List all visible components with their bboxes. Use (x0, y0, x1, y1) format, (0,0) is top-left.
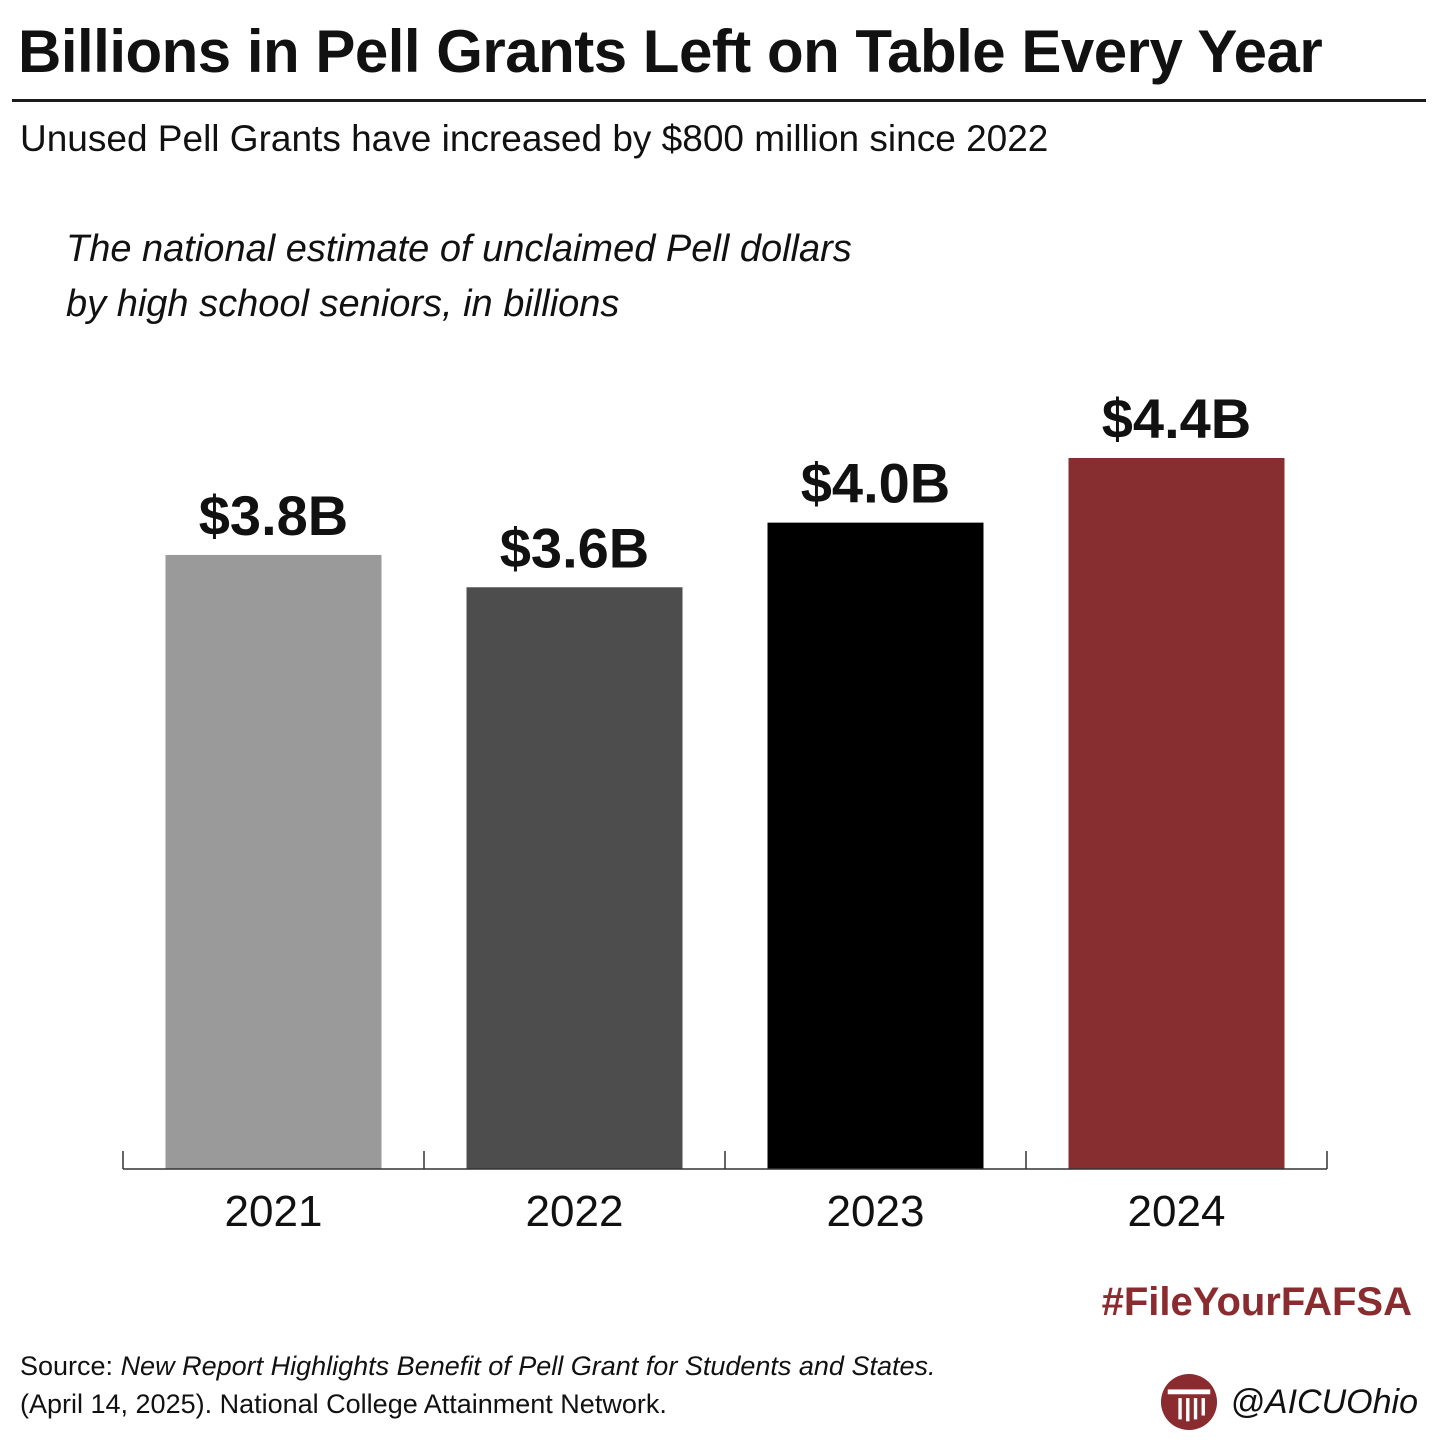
data-labels-group: $3.8B $3.6B $4.0B $4.4B (199, 387, 1251, 579)
bar-2024 (1068, 458, 1285, 1169)
bar-chart: $3.8B $3.6B $4.0B $4.4B 2021 2022 2023 2024 (122, 387, 1328, 1236)
brand-handle: @AICUOhio (1230, 1382, 1418, 1421)
source-note: Source: New Report Highlights Benefit of… (20, 1347, 960, 1423)
aicu-column-logo-icon (1161, 1373, 1218, 1431)
source-title: New Report Highlights Benefit of Pell Gr… (120, 1351, 936, 1381)
bar-2022 (466, 587, 683, 1169)
title-divider (12, 99, 1426, 102)
chart-subtitle: Unused Pell Grants have increased by $80… (20, 118, 1049, 159)
data-label-2021: $3.8B (199, 484, 348, 547)
hashtag: #FileYourFAFSA (1101, 1280, 1412, 1324)
bar-2023 (767, 522, 984, 1169)
source-rest: (April 14, 2025). National College Attai… (20, 1389, 667, 1419)
tick-label-2023: 2023 (827, 1187, 925, 1236)
data-label-2024: $4.4B (1102, 387, 1251, 450)
data-label-2022: $3.6B (500, 516, 649, 579)
tick-labels-group: 2021 2022 2023 2024 (225, 1187, 1226, 1236)
tick-label-2022: 2022 (526, 1187, 624, 1236)
tick-label-2021: 2021 (225, 1187, 323, 1236)
source-prefix: Source: (20, 1351, 121, 1381)
x-axis (122, 1151, 1328, 1170)
bar-2021 (165, 554, 382, 1169)
bars-group (165, 458, 1285, 1169)
chart-title: Billions in Pell Grants Left on Table Ev… (18, 18, 1323, 85)
brand: @AICUOhio (1160, 1372, 1418, 1432)
measure-label: The national estimate of unclaimed Pell … (66, 228, 852, 325)
tick-label-2024: 2024 (1128, 1187, 1226, 1236)
data-label-2023: $4.0B (801, 452, 950, 515)
